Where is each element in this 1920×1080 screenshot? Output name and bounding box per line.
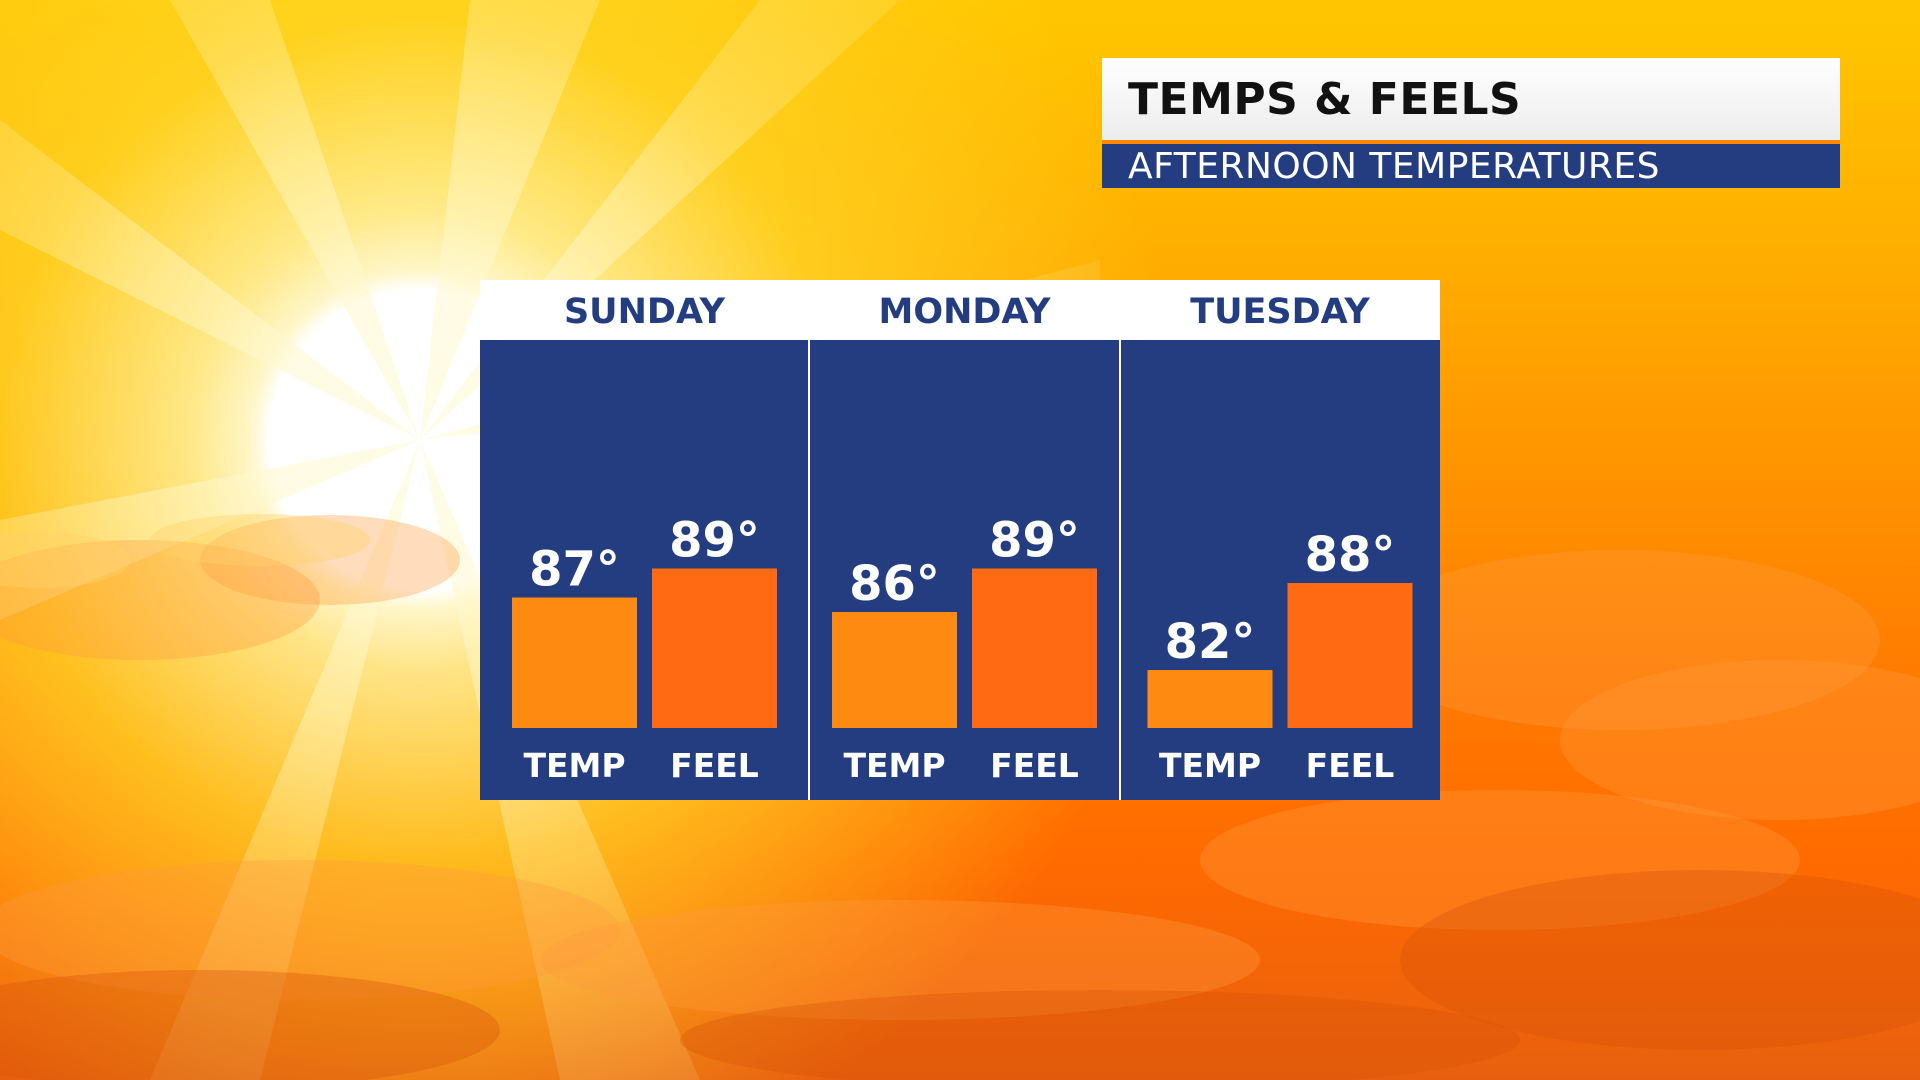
temp-bar-sunday bbox=[512, 597, 637, 728]
title-box: TEMPS & FEELS AFTERNOON TEMPERATURES bbox=[1102, 58, 1840, 188]
temp-bar-tuesday bbox=[1147, 670, 1273, 728]
day-label-monday: MONDAY bbox=[878, 292, 1051, 332]
feel-label-sunday: FEEL bbox=[670, 746, 759, 785]
temp-value-monday: 86° bbox=[849, 556, 940, 612]
temp-label-tuesday: TEMP bbox=[1159, 746, 1261, 785]
day-header-strip bbox=[480, 280, 1440, 340]
temp-label-sunday: TEMP bbox=[523, 746, 625, 785]
graphic-subtitle: AFTERNOON TEMPERATURES bbox=[1102, 144, 1840, 188]
temp-label-monday: TEMP bbox=[843, 746, 945, 785]
feel-bar-monday bbox=[972, 568, 1097, 728]
temp-bar-monday bbox=[832, 612, 957, 728]
temp-value-sunday: 87° bbox=[529, 542, 620, 598]
feel-label-tuesday: FEEL bbox=[1306, 746, 1395, 785]
feel-label-monday: FEEL bbox=[990, 746, 1079, 785]
feel-value-tuesday: 88° bbox=[1305, 527, 1396, 583]
day-label-sunday: SUNDAY bbox=[564, 292, 726, 332]
feel-value-monday: 89° bbox=[989, 513, 1080, 569]
feel-value-sunday: 89° bbox=[669, 513, 760, 569]
temp-value-tuesday: 82° bbox=[1165, 614, 1256, 670]
chart-panel bbox=[480, 340, 1440, 800]
graphic-title: TEMPS & FEELS bbox=[1102, 58, 1840, 144]
day-label-tuesday: TUESDAY bbox=[1190, 292, 1370, 332]
feel-bar-tuesday bbox=[1287, 583, 1413, 728]
feel-bar-sunday bbox=[652, 568, 777, 728]
